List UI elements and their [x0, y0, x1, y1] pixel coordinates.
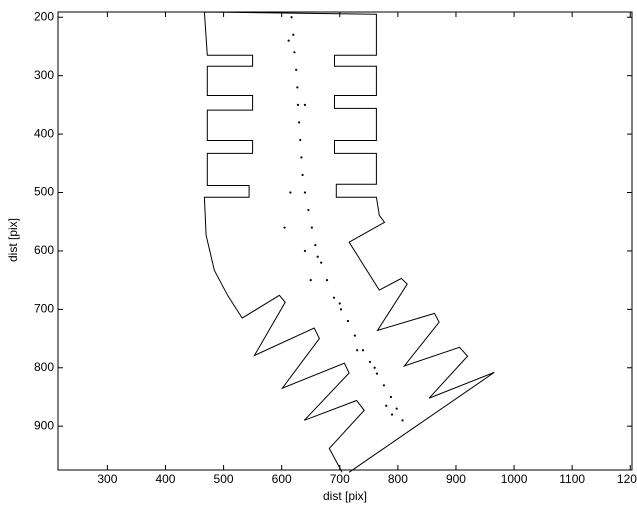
- point: [303, 191, 307, 194]
- point: [301, 173, 304, 177]
- point: [307, 208, 310, 212]
- point: [368, 360, 372, 364]
- point: [283, 226, 286, 229]
- x-tick-label: 600: [272, 472, 292, 486]
- x-tick-label: 800: [388, 472, 408, 486]
- point: [309, 279, 312, 282]
- outline: [203, 11, 495, 473]
- x-axis-label: dist [pix]: [323, 489, 367, 503]
- x-tick-label: 1000: [501, 472, 528, 486]
- point: [395, 407, 398, 410]
- point: [332, 296, 336, 299]
- plot-area: [57, 11, 633, 471]
- y-tick-label: 800: [34, 360, 54, 374]
- point: [385, 404, 388, 407]
- point: [382, 384, 386, 387]
- point: [338, 302, 341, 305]
- y-tick-label: 300: [34, 68, 54, 82]
- y-tick-label: 700: [34, 302, 54, 316]
- y-tick-label: 600: [34, 243, 54, 257]
- point: [373, 366, 376, 369]
- point: [290, 16, 293, 19]
- point: [314, 243, 317, 247]
- x-tick-label: 1200: [617, 472, 637, 486]
- point: [310, 226, 313, 229]
- point: [316, 255, 319, 258]
- point: [401, 419, 404, 422]
- point: [300, 156, 303, 159]
- point: [325, 279, 329, 282]
- x-tick-label: 500: [214, 472, 234, 486]
- point: [293, 51, 296, 54]
- point: [303, 249, 307, 253]
- point: [289, 191, 292, 194]
- point: [356, 349, 359, 352]
- y-tick-label: 500: [34, 185, 54, 199]
- point: [339, 308, 343, 311]
- point: [298, 121, 301, 124]
- x-tick-label: 300: [97, 472, 117, 486]
- point: [375, 372, 379, 375]
- y-tick-label: 400: [34, 126, 54, 140]
- point: [361, 349, 365, 352]
- x-tick-label: 700: [330, 472, 350, 486]
- point: [303, 103, 307, 106]
- x-tick-label: 900: [446, 472, 466, 486]
- x-tick-label: 1100: [559, 472, 585, 486]
- point: [353, 334, 356, 337]
- y-tick-label: 200: [34, 9, 54, 23]
- point: [296, 86, 299, 89]
- point: [320, 261, 323, 264]
- point: [292, 33, 295, 36]
- point: [389, 395, 392, 399]
- point: [287, 39, 290, 42]
- y-tick-label: 900: [34, 418, 54, 432]
- point: [295, 68, 298, 71]
- point: [346, 319, 350, 323]
- x-tick-label: 400: [155, 472, 175, 486]
- point: [390, 413, 394, 416]
- point: [296, 103, 300, 106]
- point: [299, 138, 302, 142]
- y-axis-label: dist [pix]: [6, 218, 20, 262]
